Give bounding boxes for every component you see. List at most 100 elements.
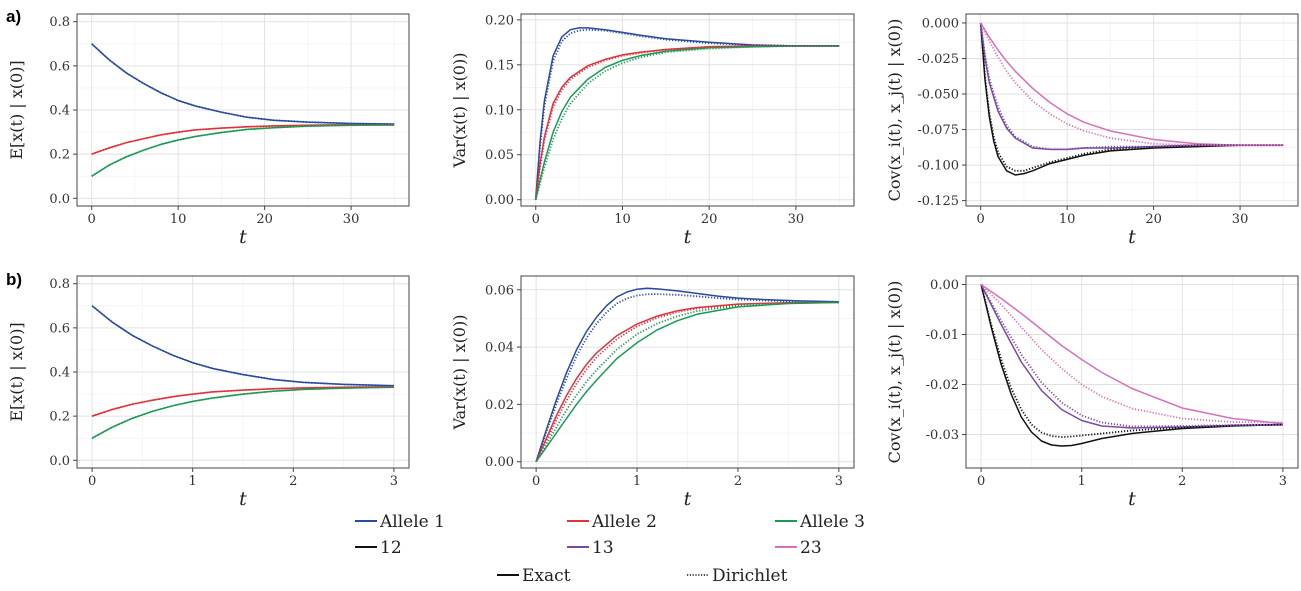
series-line-allele-3-dotted [534,45,840,200]
series-line-12-solid [979,22,1284,176]
chart-panel-b-cov: 0 1 2 3 0.00 -0.01 -0.02 -0.03 t Cov(x_i(t), x_j(… [885,275,1299,510]
series-line-23-dotted [980,283,1283,424]
chart-panel-a-cov: 0 10 20 30 0.000 -0.025 -0.050 -0.075 -0.100 -0.1… [885,13,1299,248]
x-tick-label: 20 [256,212,273,227]
legend-label: Allele 3 [799,512,865,532]
y-tick-label: 0.00 [930,278,959,293]
y-tick-label: 0.8 [49,15,70,30]
y-tick-label: 0.2 [49,410,70,425]
series-line-13-dotted [979,22,1284,151]
plot-border [965,13,1299,207]
y-tick-label: 0.2 [49,148,70,163]
y-axis-label-text: E[x(t) | x(0)] [7,60,26,159]
x-tick-label: 0 [88,212,96,227]
series-line-allele-1-solid [91,43,395,125]
y-tick-label: 0.0 [49,454,70,469]
series-line-allele-3-solid [535,301,839,463]
plot-border [520,275,855,469]
legend-label: Allele 2 [591,512,657,532]
series-line-23-dotted [979,22,1284,147]
x-tick-label: 0 [532,474,540,489]
y-tick-label: -0.050 [917,88,959,103]
y-tick-label: 0.6 [49,59,70,74]
series-line-allele-1-dotted [91,43,395,125]
y-axis-label-text: Cov(x_i(t), x_j(t) | x(0)) [885,19,904,202]
y-axis-label: Cov(x_i(t), x_j(t) | x(0)) [885,281,904,464]
x-tick-label: 0 [977,474,985,489]
series-line-12-solid [980,284,1283,447]
y-tick-label: -0.02 [926,378,959,393]
y-tick-label: -0.100 [917,159,959,174]
x-axis-label: t [1128,488,1136,510]
x-tick-label: 30 [1232,212,1249,227]
series-line-23-solid [980,283,1283,425]
legend-label: Dirichlet [712,566,788,586]
x-tick-label: 0 [88,474,96,489]
y-tick-label: 0.10 [485,103,514,118]
legend-label: 13 [592,538,614,558]
x-axis-label: t [239,488,247,510]
series-line-allele-1-solid [535,287,839,462]
plot-border [76,275,410,469]
x-tick-label: 1 [189,474,197,489]
x-tick-label: 2 [734,474,742,489]
plot-border [76,13,410,207]
y-axis-label-text: Cov(x_i(t), x_j(t) | x(0)) [885,281,904,464]
y-tick-label: 0.06 [485,283,514,298]
y-tick-label: -0.125 [917,194,959,209]
x-tick-label: 3 [1279,474,1287,489]
plot-border [965,275,1299,469]
y-axis-label: Cov(x_i(t), x_j(t) | x(0)) [885,19,904,202]
y-tick-label: 0.02 [485,398,514,413]
y-tick-label: 0.15 [485,58,514,73]
series-line-allele-3-dotted [91,124,395,177]
series-line-12-dotted [980,284,1283,438]
x-tick-label: 2 [289,474,297,489]
x-tick-label: 10 [1059,212,1076,227]
x-tick-label: 3 [835,474,843,489]
series-line-allele-2-dotted [534,45,840,200]
series-line-12-dotted [979,22,1284,172]
y-axis-label-text: Var(x(t) | x(0)) [450,53,469,169]
y-axis-label: E[x(t) | x(0)] [7,60,26,159]
y-tick-label: 0.00 [485,455,514,470]
series-line-allele-3-dotted [91,386,394,439]
x-tick-label: 3 [390,474,398,489]
legend-label: 12 [380,538,402,558]
x-tick-label: 2 [1178,474,1186,489]
series-line-allele-2-solid [535,301,839,463]
y-tick-label: 0.0 [49,192,70,207]
chart-panel-a-mean: 0 10 20 30 0.0 0.2 0.4 0.6 0.8 t E[x(t) | x(0)] [7,13,410,248]
legend-label: 23 [800,538,822,558]
legend-label: Exact [522,566,571,586]
x-tick-label: 20 [1145,212,1162,227]
y-tick-label: 0.000 [922,16,959,31]
legend: Allele 1 Allele 2 Allele 3 12 13 23 Exact Diric… [355,512,865,586]
y-axis-label: E[x(t) | x(0)] [7,322,26,421]
x-tick-label: 0 [977,212,985,227]
y-axis-label: Var(x(t) | x(0)) [450,53,469,169]
y-tick-label: 0.20 [485,13,514,28]
series-line-allele-2-solid [91,386,394,417]
x-tick-label: 30 [343,212,360,227]
chart-panel-a-var: 0 10 20 30 0.00 0.05 0.10 0.15 0.20 t Var(x(t) | x… [450,13,855,248]
x-tick-label: 1 [633,474,641,489]
series-line-allele-3-solid [91,124,395,177]
y-tick-label: -0.01 [926,328,959,343]
y-tick-label: -0.025 [917,52,959,67]
y-tick-label: 0.00 [485,193,514,208]
y-tick-label: 0.6 [49,321,70,336]
series-line-allele-3-dotted [535,301,839,463]
y-axis-label: Var(x(t) | x(0)) [450,315,469,431]
y-tick-label: 0.05 [485,148,514,163]
x-axis-label: t [239,226,247,248]
x-tick-label: 10 [614,212,631,227]
series-line-allele-1-solid [534,27,840,200]
series-line-allele-2-solid [534,45,840,200]
row-label-b: b) [6,270,22,289]
series-line-allele-2-dotted [91,123,395,155]
legend-label: Allele 1 [379,512,445,532]
series-line-allele-3-solid [534,45,840,200]
panels: 0 10 20 300.00.20.40.60.8tE[x(t) | x(0)]0 10… [7,13,1299,510]
